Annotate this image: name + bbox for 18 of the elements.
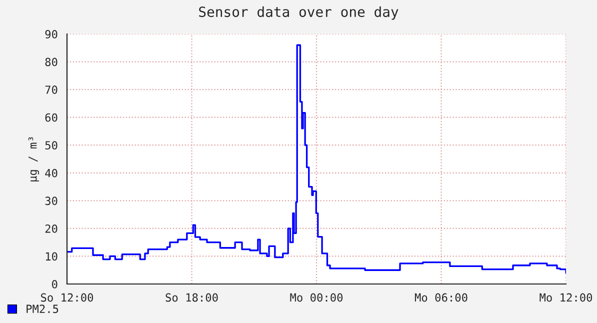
x-tick-label: Mo 00:00 [290,293,343,302]
y-axis-title: µg / m³ [28,137,40,182]
y-tick-label: 90 [45,30,58,38]
x-tick-label: So 18:00 [166,293,218,302]
x-tick-label: So 12:00 [40,293,94,302]
y-tick-label: 50 [45,141,58,150]
legend-label: PM2.5 [26,304,58,314]
y-tick-label: 10 [46,252,58,261]
y-tick-label: 70 [45,86,58,94]
x-tick-label: Mo 12:00 [540,293,592,302]
y-tick-label: 40 [45,168,58,178]
y-tick-label: 30 [45,196,58,206]
y-tick-label: 0 [52,280,58,288]
y-tick-label: 60 [45,113,58,122]
y-tick-label: 20 [45,224,58,233]
x-tick-label: Mo 06:00 [414,293,468,302]
chart-title: Sensor data over one day [199,6,398,20]
y-tick-label: 80 [45,58,58,66]
